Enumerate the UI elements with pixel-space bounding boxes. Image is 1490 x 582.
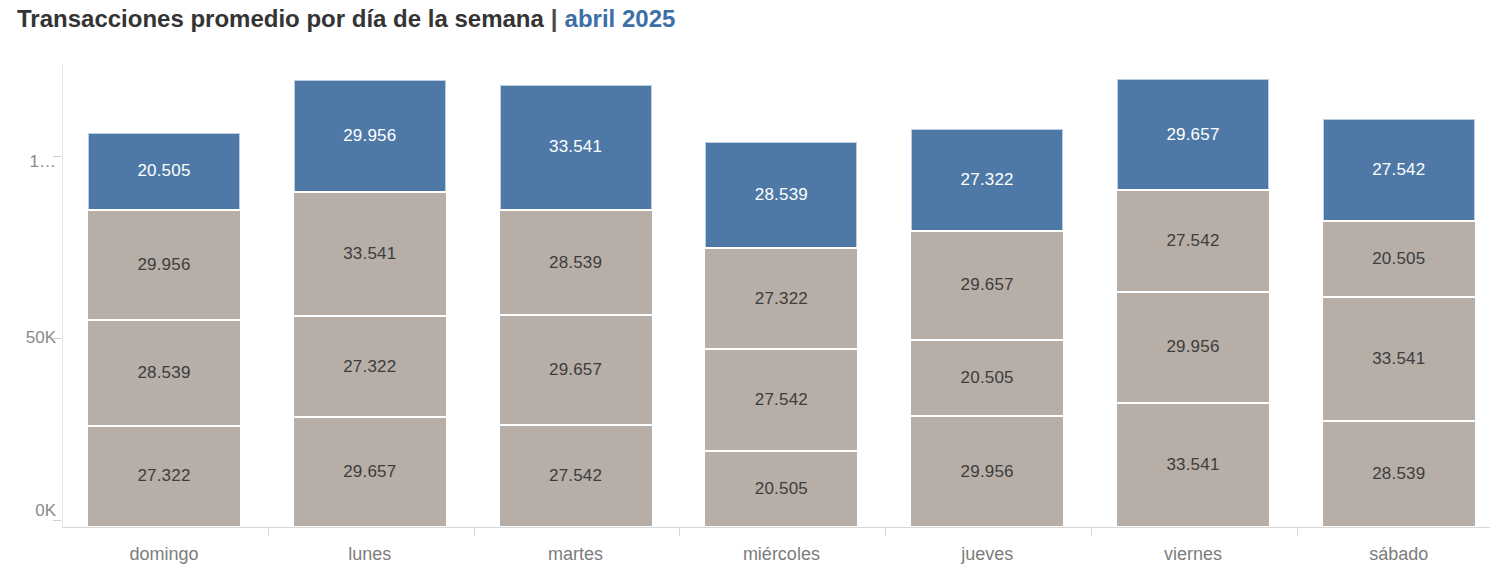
bar-segment-jueves[interactable]: 27.322 <box>911 129 1063 230</box>
bar-lunes: 29.956 33.541 27.322 29.657 <box>294 80 446 526</box>
segment-value-label: 27.542 <box>755 390 808 410</box>
segment-value-label: 27.322 <box>343 357 396 377</box>
x-axis-label-sábado: sábado <box>1323 543 1475 565</box>
x-axis-label-martes: martes <box>500 543 652 565</box>
segment-value-label: 29.657 <box>549 360 602 380</box>
segment-value-label: 20.505 <box>137 161 190 181</box>
segment-value-label: 27.322 <box>137 466 190 486</box>
x-axis-tick <box>885 527 886 536</box>
bar-segment-martes[interactable]: 33.541 <box>500 85 652 209</box>
x-axis-tick <box>679 527 680 536</box>
segment-value-label: 20.505 <box>755 479 808 499</box>
bar-segment-jueves[interactable]: 20.505 <box>911 339 1063 415</box>
bar-martes: 33.541 28.539 29.657 27.542 <box>500 85 652 526</box>
bar-segment-lunes[interactable]: 29.956 <box>294 80 446 191</box>
chart-title-period: abril 2025 <box>565 5 676 32</box>
bar-jueves: 27.322 29.657 20.505 29.956 <box>911 129 1063 526</box>
bar-segment-sábado[interactable]: 20.505 <box>1323 220 1475 296</box>
x-axis-label-domingo: domingo <box>88 543 240 565</box>
bar-segment-lunes[interactable]: 33.541 <box>294 191 446 315</box>
segment-value-label: 28.539 <box>755 185 808 205</box>
y-axis-label: 0K <box>0 501 56 521</box>
bar-segment-domingo[interactable]: 28.539 <box>88 319 240 425</box>
bar-segment-martes[interactable]: 28.539 <box>500 209 652 315</box>
segment-value-label: 28.539 <box>549 253 602 273</box>
bar-segment-miércoles[interactable]: 20.505 <box>705 450 857 526</box>
bar-segment-viernes[interactable]: 33.541 <box>1117 402 1269 526</box>
x-axis-tick <box>1297 527 1298 536</box>
bar-segment-viernes[interactable]: 29.956 <box>1117 291 1269 402</box>
segment-value-label: 33.541 <box>343 244 396 264</box>
segment-value-label: 28.539 <box>1372 464 1425 484</box>
chart-title-main: Transacciones promedio por día de la sem… <box>17 5 544 32</box>
x-axis-tick <box>1091 527 1092 536</box>
segment-value-label: 27.322 <box>755 289 808 309</box>
segment-value-label: 20.505 <box>961 368 1014 388</box>
bar-segment-sábado[interactable]: 27.542 <box>1323 119 1475 221</box>
y-axis-line <box>62 64 63 528</box>
segment-value-label: 27.542 <box>1372 160 1425 180</box>
segment-value-label: 27.542 <box>1166 231 1219 251</box>
x-axis-tick <box>474 527 475 536</box>
bar-miércoles: 28.539 27.322 27.542 20.505 <box>705 142 857 526</box>
bar-segment-martes[interactable]: 27.542 <box>500 424 652 526</box>
x-axis-label-lunes: lunes <box>294 543 446 565</box>
bar-viernes: 29.657 27.542 29.956 33.541 <box>1117 79 1269 526</box>
bar-segment-domingo[interactable]: 20.505 <box>88 133 240 209</box>
x-axis-tick <box>268 527 269 536</box>
segment-value-label: 29.956 <box>137 255 190 275</box>
bar-segment-miércoles[interactable]: 27.322 <box>705 247 857 348</box>
bar-segment-sábado[interactable]: 28.539 <box>1323 420 1475 526</box>
bar-segment-lunes[interactable]: 27.322 <box>294 315 446 416</box>
bar-segment-jueves[interactable]: 29.657 <box>911 230 1063 340</box>
x-axis-label-viernes: viernes <box>1117 543 1269 565</box>
segment-value-label: 33.541 <box>1372 349 1425 369</box>
bar-segment-viernes[interactable]: 29.657 <box>1117 79 1269 189</box>
segment-value-label: 20.505 <box>1372 249 1425 269</box>
bar-segment-miércoles[interactable]: 27.542 <box>705 348 857 450</box>
x-axis-label-miércoles: miércoles <box>705 543 857 565</box>
bar-segment-domingo[interactable]: 27.322 <box>88 425 240 526</box>
segment-value-label: 29.657 <box>343 462 396 482</box>
bar-segment-miércoles[interactable]: 28.539 <box>705 142 857 248</box>
segment-value-label: 33.541 <box>1166 455 1219 475</box>
segment-value-label: 29.956 <box>343 126 396 146</box>
bar-segment-viernes[interactable]: 27.542 <box>1117 189 1269 291</box>
bar-sábado: 27.542 20.505 33.541 28.539 <box>1323 119 1475 526</box>
bar-segment-lunes[interactable]: 29.657 <box>294 416 446 526</box>
segment-value-label: 27.542 <box>549 466 602 486</box>
bar-domingo: 20.505 29.956 28.539 27.322 <box>88 133 240 526</box>
bar-segment-domingo[interactable]: 29.956 <box>88 209 240 320</box>
segment-value-label: 29.657 <box>961 275 1014 295</box>
segment-value-label: 27.322 <box>961 170 1014 190</box>
segment-value-label: 33.541 <box>549 137 602 157</box>
segment-value-label: 29.657 <box>1166 125 1219 145</box>
bar-segment-jueves[interactable]: 29.956 <box>911 415 1063 526</box>
segment-value-label: 29.956 <box>1166 337 1219 357</box>
x-axis-line <box>62 527 1490 528</box>
chart-title-separator: | <box>551 5 558 32</box>
chart-title: Transacciones promedio por día de la sem… <box>17 5 675 33</box>
y-axis-label: 1… <box>0 152 56 172</box>
segment-value-label: 28.539 <box>137 363 190 383</box>
segment-value-label: 29.956 <box>961 462 1014 482</box>
y-axis-label: 50K <box>0 328 56 348</box>
bar-segment-martes[interactable]: 29.657 <box>500 314 652 424</box>
bar-segment-sábado[interactable]: 33.541 <box>1323 296 1475 420</box>
x-axis-label-jueves: jueves <box>911 543 1063 565</box>
